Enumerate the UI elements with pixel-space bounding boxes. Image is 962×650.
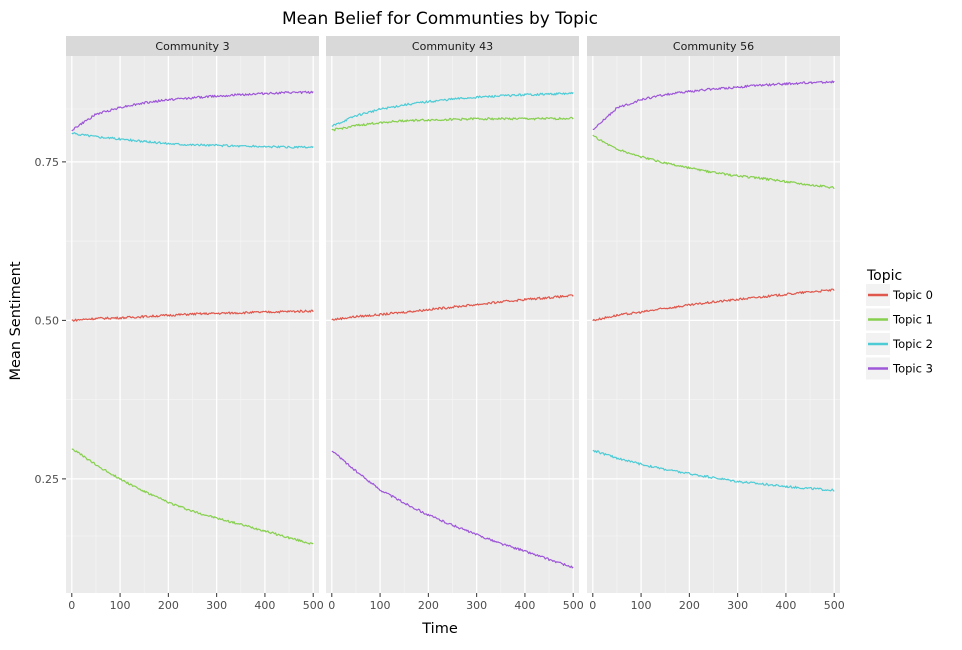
x-tick-label: 400: [775, 599, 796, 612]
series-line-topic-0: [331, 294, 574, 321]
legend-label: Topic 1: [892, 313, 933, 327]
x-tick-label: 0: [68, 599, 75, 612]
y-tick-label: 0.50: [35, 314, 60, 327]
series-line-topic-0: [71, 309, 314, 322]
legend-label: Topic 2: [892, 337, 933, 351]
x-tick-label: 100: [110, 599, 131, 612]
x-tick-label: 300: [206, 599, 227, 612]
x-tick-label: 200: [418, 599, 439, 612]
legend-label: Topic 3: [892, 362, 933, 376]
series-line-topic-1: [71, 448, 314, 545]
series-line-topic-1: [592, 134, 835, 190]
facet-panels: Community 3 0 100 200 300 400 500 Community 43 0…: [66, 36, 845, 612]
x-tick-label: 100: [631, 599, 652, 612]
x-tick-label: 200: [158, 599, 179, 612]
x-tick-label: 400: [514, 599, 535, 612]
panel-strip-label: Community 43: [412, 40, 493, 53]
panel-strip: [66, 36, 319, 56]
panel-3: Community 56 0 100 200 300 400 500: [587, 36, 845, 612]
y-tick-label: 0.75: [35, 156, 60, 169]
x-tick-label: 300: [466, 599, 487, 612]
y-axis: 0.25 0.50 0.75: [35, 156, 66, 486]
x-tick-label: 300: [727, 599, 748, 612]
x-tick-label: 0: [589, 599, 596, 612]
x-tick-label: 500: [563, 599, 584, 612]
panel-2: Community 43 0 100 200 300 400 500: [326, 36, 584, 612]
legend-label: Topic 0: [892, 288, 933, 302]
legend: Topic Topic 0 Topic 1 Topic 2 Topic 3: [866, 268, 933, 380]
series-line-topic-2: [71, 132, 314, 149]
series-line-topic-0: [592, 288, 835, 322]
series-line-topic-3: [331, 450, 574, 569]
x-tick-label: 0: [328, 599, 335, 612]
series-line-topic-3: [592, 80, 835, 131]
x-tick-label: 100: [370, 599, 391, 612]
x-tick-label: 200: [679, 599, 700, 612]
series-line-topic-2: [592, 449, 835, 492]
legend-title: Topic: [866, 268, 902, 284]
panel-strip: [326, 36, 579, 56]
panel-1: Community 3 0 100 200 300 400 500: [66, 36, 324, 612]
x-tick-label: 400: [254, 599, 275, 612]
series-line-topic-3: [71, 90, 314, 132]
chart-title: Mean Belief for Communties by Topic: [282, 9, 598, 29]
panel-strip-label: Community 56: [673, 40, 754, 53]
y-tick-label: 0.25: [35, 473, 60, 486]
series-line-topic-2: [331, 91, 574, 127]
panel-strip: [587, 36, 840, 56]
y-axis-title: Mean Sentiment: [8, 261, 24, 380]
legend-items: Topic 0 Topic 1 Topic 2 Topic 3: [866, 284, 933, 380]
x-axis-title: Time: [421, 621, 458, 637]
x-tick-label: 500: [303, 599, 324, 612]
panel-strip-label: Community 3: [155, 40, 229, 53]
series-line-topic-1: [331, 116, 574, 132]
x-tick-label: 500: [824, 599, 845, 612]
